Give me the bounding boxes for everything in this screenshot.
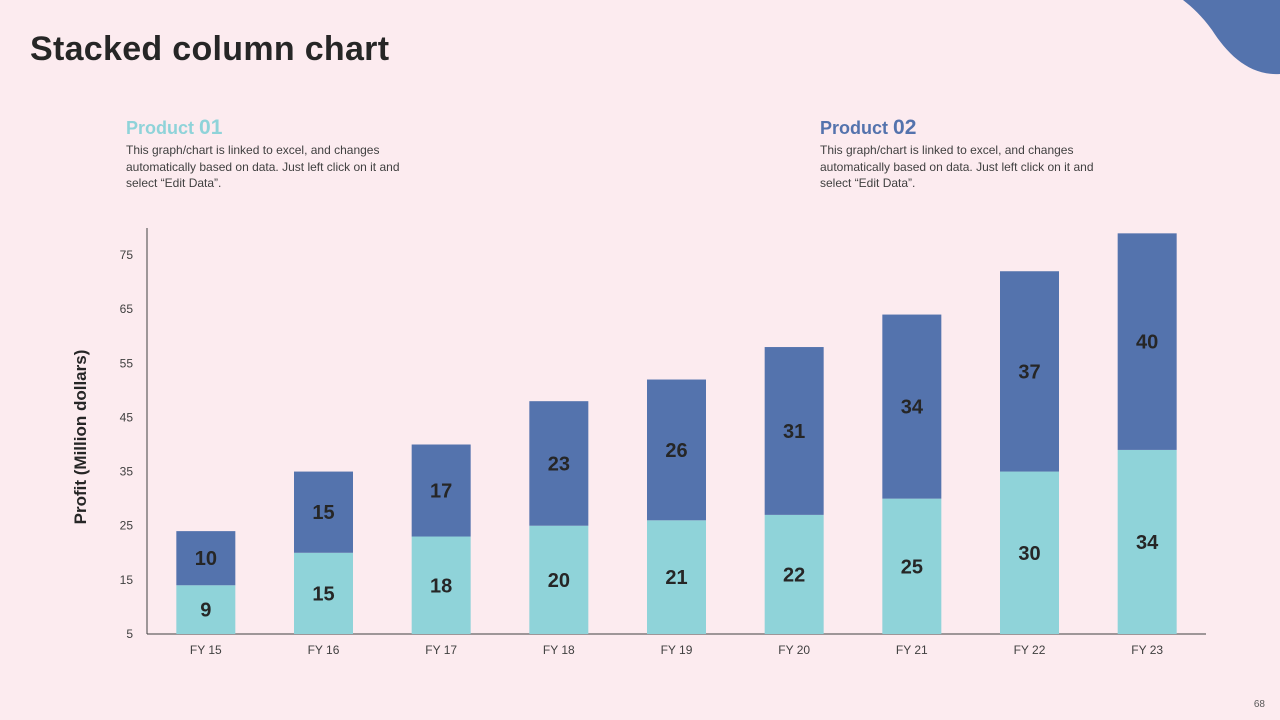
legend-product-02: Product 02 This graph/chart is linked to… — [820, 116, 1120, 192]
bar-product-01 — [1000, 471, 1059, 634]
data-label: 10 — [195, 548, 217, 570]
x-tick-label: FY 18 — [543, 643, 575, 657]
x-tick-label: FY 22 — [1014, 643, 1046, 657]
corner-decoration — [1183, 0, 1280, 75]
bar-product-01 — [294, 552, 353, 634]
x-tick-label: FY 19 — [661, 643, 693, 657]
y-tick-label: 5 — [126, 627, 133, 641]
bar-product-01 — [882, 498, 942, 634]
legend-product-02-name: Product — [820, 118, 894, 138]
bar-product-02 — [411, 444, 471, 537]
bar-product-01 — [647, 520, 706, 634]
data-label: 25 — [901, 556, 923, 578]
legend-product-01: Product 01 This graph/chart is linked to… — [126, 116, 426, 192]
data-label: 26 — [665, 440, 687, 462]
slide-title: Stacked column chart — [30, 30, 390, 68]
data-label: 34 — [901, 397, 924, 419]
data-label: 22 — [783, 564, 805, 586]
y-tick-label: 35 — [120, 465, 134, 479]
legend-product-02-heading: Product 02 — [820, 116, 1120, 140]
data-label: 23 — [548, 453, 570, 475]
bar-product-01 — [529, 525, 589, 634]
x-tick-label: FY 15 — [190, 643, 222, 657]
legend-product-01-heading: Product 01 — [126, 116, 426, 140]
data-label: 18 — [430, 575, 452, 597]
bar-product-02 — [764, 347, 824, 515]
legend-product-01-number: 01 — [199, 116, 223, 139]
x-tick-label: FY 21 — [896, 643, 928, 657]
bar-product-02 — [882, 314, 942, 499]
data-label: 30 — [1018, 543, 1040, 565]
legend-product-01-name: Product — [126, 118, 200, 138]
y-tick-label: 75 — [120, 248, 134, 262]
bar-product-01 — [176, 585, 236, 634]
legend-product-02-number: 02 — [893, 116, 917, 139]
x-tick-label: FY 20 — [778, 643, 810, 657]
data-label: 17 — [430, 481, 452, 503]
data-label: 9 — [200, 600, 211, 622]
y-tick-label: 55 — [120, 356, 134, 370]
y-tick-label: 65 — [120, 302, 134, 316]
x-tick-label: FY 17 — [425, 643, 457, 657]
legend-product-02-description: This graph/chart is linked to excel, and… — [820, 143, 1094, 190]
data-label: 37 — [1018, 361, 1040, 383]
bar-product-02 — [1117, 233, 1177, 450]
data-label: 40 — [1136, 332, 1158, 354]
page-number: 68 — [1253, 699, 1265, 710]
y-tick-label: 45 — [120, 410, 134, 424]
x-tick-label: FY 16 — [308, 643, 340, 657]
bar-product-01 — [764, 514, 824, 634]
data-label: 15 — [312, 502, 334, 524]
data-label: 20 — [548, 570, 570, 592]
bar-product-02 — [1000, 271, 1059, 472]
x-tick-label: FY 23 — [1131, 643, 1163, 657]
bar-product-02 — [294, 471, 353, 553]
y-tick-label: 15 — [120, 573, 134, 587]
data-label: 21 — [665, 567, 687, 589]
legend-product-01-description: This graph/chart is linked to excel, and… — [126, 143, 400, 190]
bar-product-02 — [176, 531, 236, 586]
data-label: 31 — [783, 421, 805, 443]
y-tick-label: 25 — [120, 519, 134, 533]
bar-product-01 — [411, 536, 471, 634]
data-label: 34 — [1136, 532, 1159, 554]
y-axis-label: Profit (Million dollars) — [71, 350, 90, 525]
data-label: 15 — [312, 583, 334, 605]
bar-product-02 — [529, 401, 589, 526]
bar-product-01 — [1117, 449, 1177, 634]
bar-product-02 — [647, 379, 706, 521]
